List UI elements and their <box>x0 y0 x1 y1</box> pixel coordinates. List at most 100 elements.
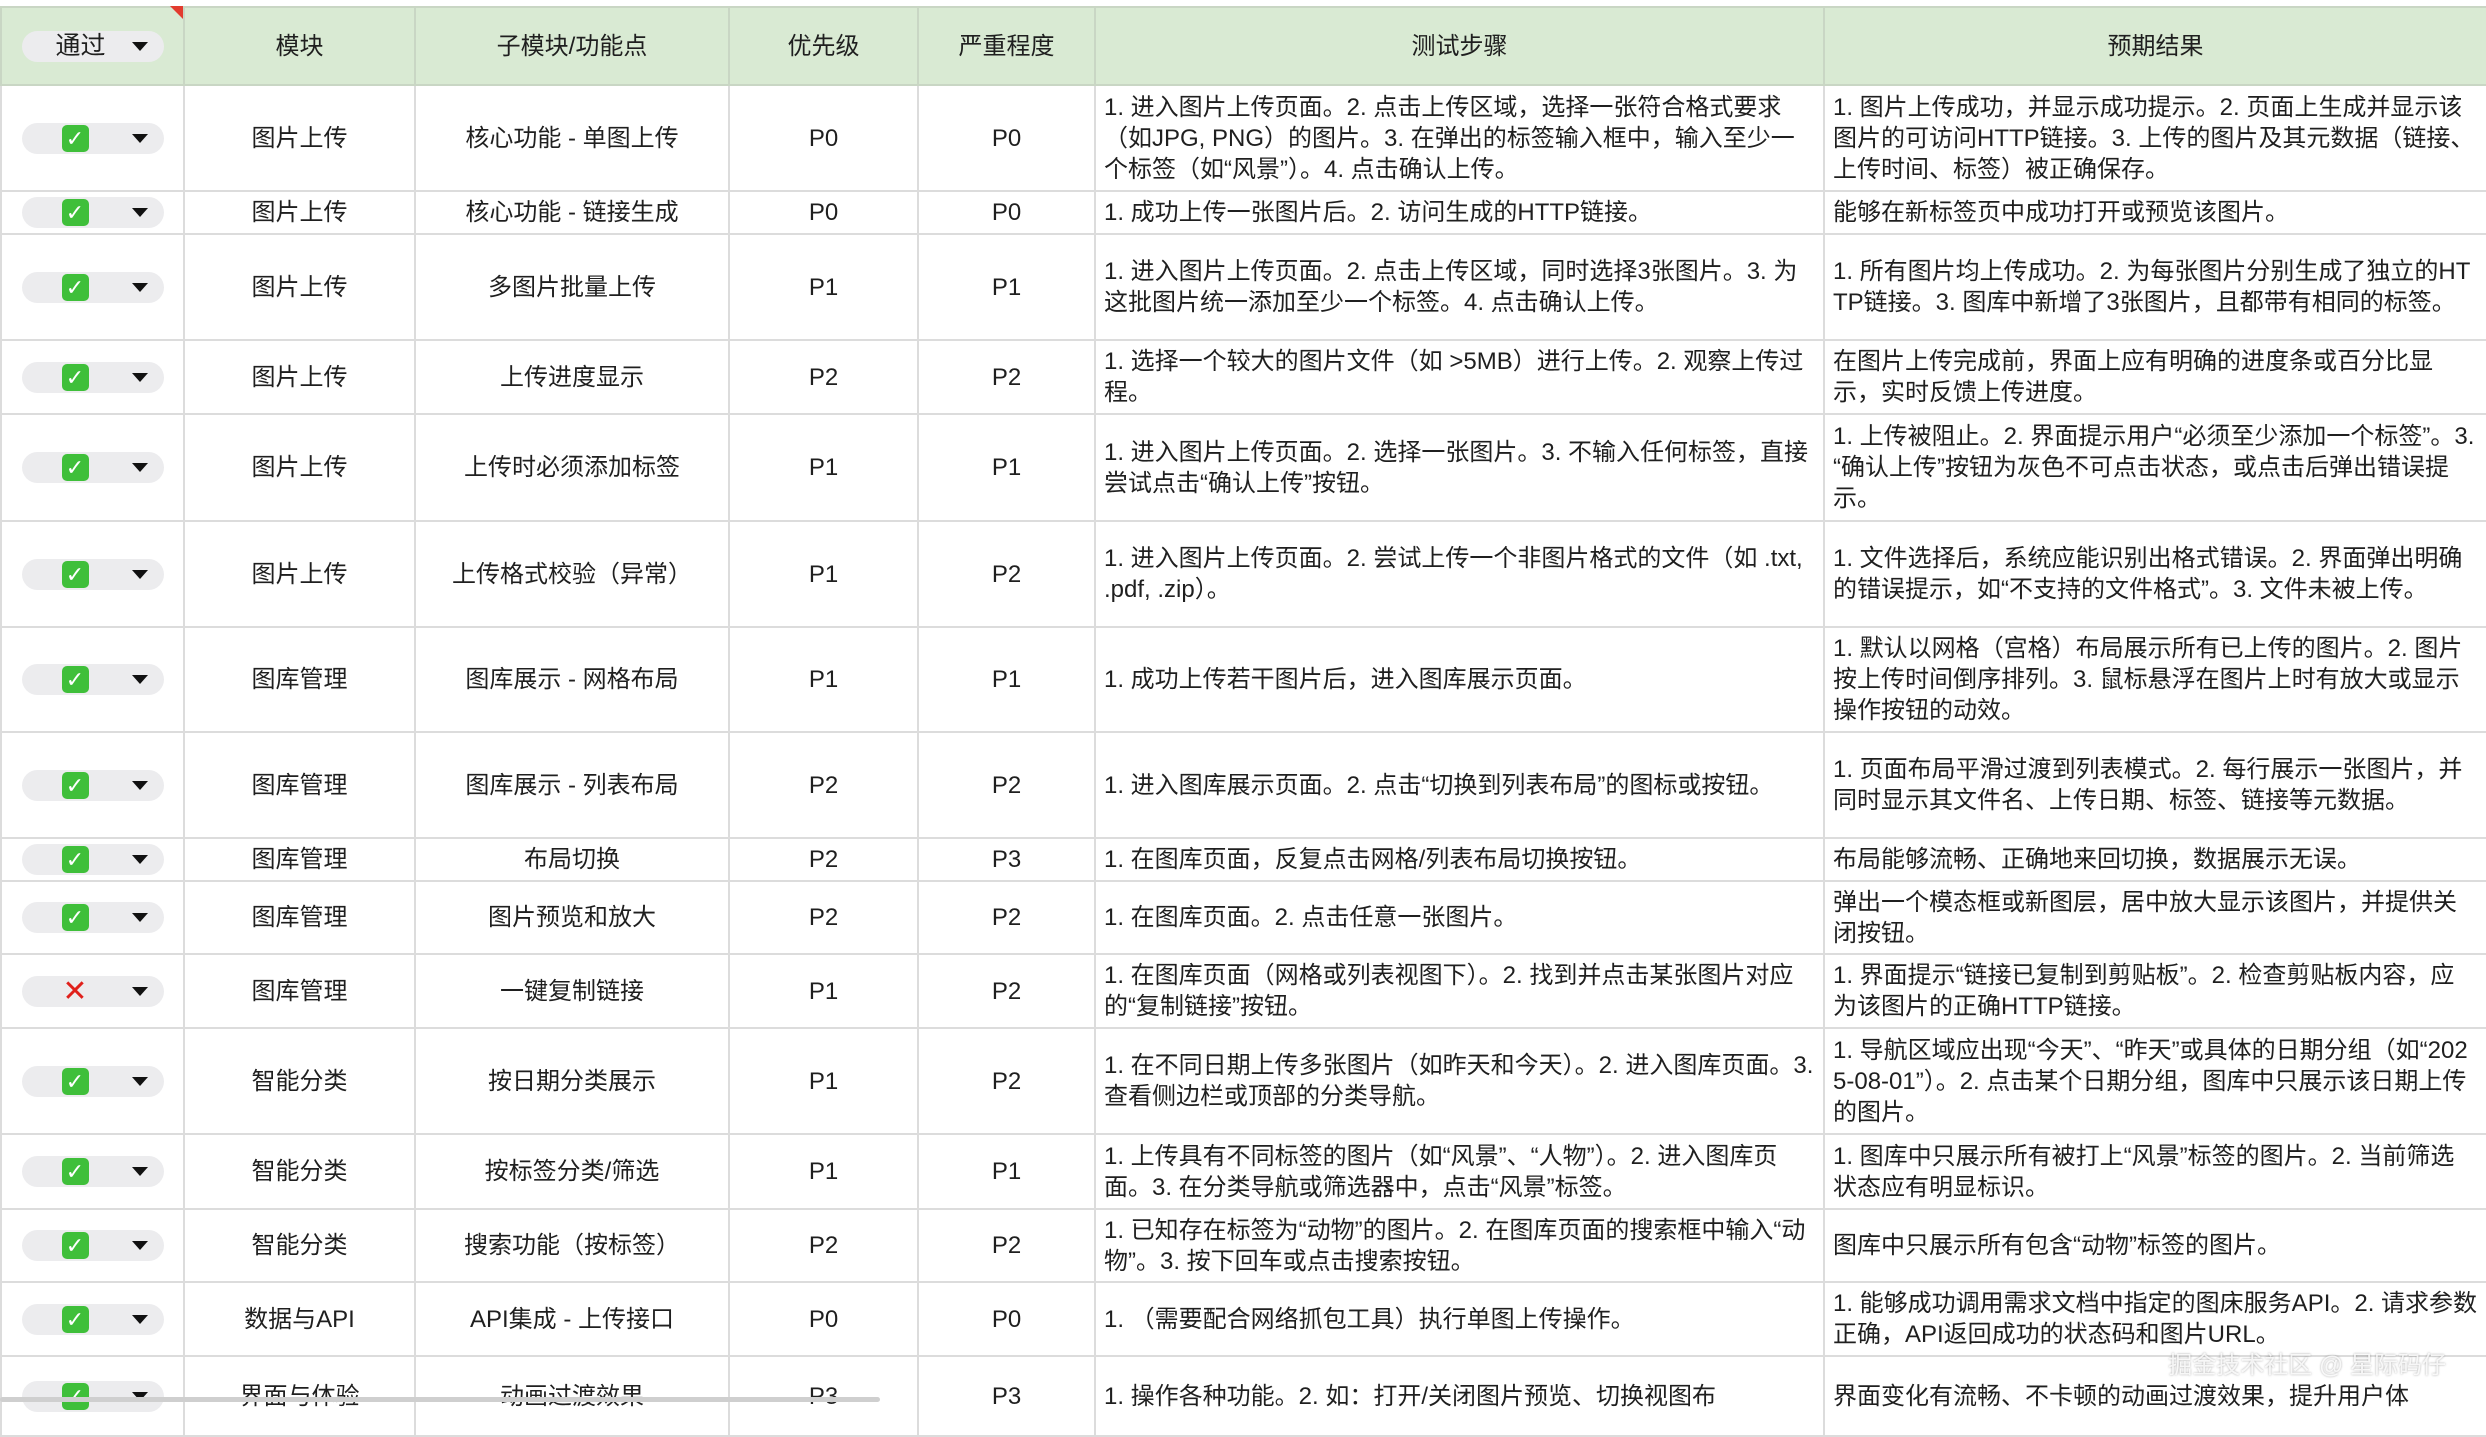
priority-cell[interactable]: P1 <box>728 1133 919 1210</box>
steps-cell[interactable]: 1. 上传具有不同标签的图片（如“风景”、“人物”）。2. 进入图库页面。3. … <box>1094 1133 1825 1210</box>
submodule-cell[interactable]: 图库展示 - 网格布局 <box>414 626 730 733</box>
status-dropdown[interactable]: ✓ <box>21 664 164 695</box>
submodule-cell[interactable]: 图片预览和放大 <box>414 880 730 955</box>
expected-cell[interactable]: 图库中只展示所有包含“动物”标签的图片。 <box>1823 1208 2486 1283</box>
module-cell[interactable]: 图片上传 <box>183 339 416 415</box>
priority-cell[interactable]: P1 <box>728 626 919 733</box>
status-dropdown[interactable]: ✓ <box>21 452 164 483</box>
priority-cell[interactable]: P0 <box>728 190 919 235</box>
expected-cell[interactable]: 弹出一个模态框或新图层，居中放大显示该图片，并提供关闭按钮。 <box>1823 880 2486 955</box>
module-cell[interactable]: 图片上传 <box>183 520 416 628</box>
status-cell[interactable]: ✓ <box>0 1281 185 1357</box>
caret-down-icon[interactable] <box>131 1167 148 1176</box>
steps-cell[interactable]: 1. 成功上传若干图片后，进入图库展示页面。 <box>1094 626 1825 733</box>
priority-cell[interactable]: P3 <box>728 1355 919 1437</box>
status-cell[interactable]: ✓ <box>0 1208 185 1283</box>
submodule-cell[interactable]: 图库展示 - 列表布局 <box>414 731 730 839</box>
steps-cell[interactable]: 1. 在图库页面（网格或列表视图下）。2. 找到并点击某张图片对应的“复制链接”… <box>1094 953 1825 1029</box>
caret-down-icon[interactable] <box>131 1241 148 1250</box>
status-dropdown[interactable]: ✓ <box>21 1230 164 1261</box>
priority-cell[interactable]: P2 <box>728 339 919 415</box>
steps-cell[interactable]: 1. 操作各种功能。2. 如：打开/关闭图片预览、切换视图布 <box>1094 1355 1825 1437</box>
status-dropdown[interactable]: ✕ <box>21 975 164 1007</box>
module-cell[interactable]: 图片上传 <box>183 233 416 341</box>
caret-down-icon[interactable] <box>131 569 148 579</box>
caret-down-icon[interactable] <box>131 855 148 864</box>
priority-cell[interactable]: P0 <box>728 84 919 192</box>
status-dropdown[interactable]: ✓ <box>21 122 164 154</box>
expected-cell[interactable]: 1. 所有图片均上传成功。2. 为每张图片分别生成了独立的HTTP链接。3. 图… <box>1823 233 2486 341</box>
status-cell[interactable]: ✓ <box>0 837 185 882</box>
expected-cell[interactable]: 1. 页面布局平滑过渡到列表模式。2. 每行展示一张图片，并同时显示其文件名、上… <box>1823 731 2486 839</box>
status-dropdown[interactable]: ✓ <box>21 1156 164 1187</box>
steps-cell[interactable]: 1. 进入图片上传页面。2. 点击上传区域，同时选择3张图片。3. 为这批图片统… <box>1094 233 1825 341</box>
priority-cell[interactable]: P2 <box>728 880 919 955</box>
severity-cell[interactable]: P3 <box>917 1355 1096 1437</box>
status-filter-header[interactable]: 通过 <box>0 6 185 86</box>
submodule-cell[interactable]: 搜索功能（按标签） <box>414 1208 730 1283</box>
status-cell[interactable]: ✓ <box>0 626 185 733</box>
expected-cell[interactable]: 1. 界面提示“链接已复制到剪贴板”。2. 检查剪贴板内容，应为该图片的正确HT… <box>1823 953 2486 1029</box>
status-cell[interactable]: ✓ <box>0 413 185 522</box>
status-dropdown[interactable]: ✓ <box>21 197 164 228</box>
severity-cell[interactable]: P2 <box>917 953 1096 1029</box>
submodule-cell[interactable]: 动画过渡效果 <box>414 1355 730 1437</box>
module-cell[interactable]: 图库管理 <box>183 731 416 839</box>
expected-cell[interactable]: 1. 文件选择后，系统应能识别出格式错误。2. 界面弹出明确的错误提示，如“不支… <box>1823 520 2486 628</box>
severity-cell[interactable]: P0 <box>917 1281 1096 1357</box>
status-dropdown[interactable]: ✓ <box>21 1380 164 1412</box>
severity-cell[interactable]: P1 <box>917 413 1096 522</box>
status-cell[interactable]: ✓ <box>0 233 185 341</box>
steps-cell[interactable]: 1. 在图库页面，反复点击网格/列表布局切换按钮。 <box>1094 837 1825 882</box>
steps-cell[interactable]: 1. 进入图片上传页面。2. 点击上传区域，选择一张符合格式要求（如JPG, P… <box>1094 84 1825 192</box>
severity-cell[interactable]: P0 <box>917 84 1096 192</box>
expected-cell[interactable]: 1. 图片上传成功，并显示成功提示。2. 页面上生成并显示该图片的可访问HTTP… <box>1823 84 2486 192</box>
status-dropdown[interactable]: ✓ <box>21 271 164 303</box>
module-cell[interactable]: 图库管理 <box>183 837 416 882</box>
expected-cell[interactable]: 布局能够流畅、正确地来回切换，数据展示无误。 <box>1823 837 2486 882</box>
priority-cell[interactable]: P2 <box>728 837 919 882</box>
submodule-cell[interactable]: 布局切换 <box>414 837 730 882</box>
caret-down-icon[interactable] <box>131 133 148 143</box>
severity-cell[interactable]: P2 <box>917 520 1096 628</box>
expected-cell[interactable]: 能够在新标签页中成功打开或预览该图片。 <box>1823 190 2486 235</box>
status-cell[interactable]: ✕ <box>0 953 185 1029</box>
priority-cell[interactable]: P1 <box>728 413 919 522</box>
expected-cell[interactable]: 1. 导航区域应出现“今天”、“昨天”或具体的日期分组（如“2025-08-01… <box>1823 1027 2486 1135</box>
severity-cell[interactable]: P2 <box>917 339 1096 415</box>
module-cell[interactable]: 智能分类 <box>183 1208 416 1283</box>
priority-cell[interactable]: P1 <box>728 520 919 628</box>
steps-cell[interactable]: 1. 已知存在标签为“动物”的图片。2. 在图库页面的搜索框中输入“动物”。3.… <box>1094 1208 1825 1283</box>
steps-cell[interactable]: 1. 成功上传一张图片后。2. 访问生成的HTTP链接。 <box>1094 190 1825 235</box>
module-cell[interactable]: 图库管理 <box>183 880 416 955</box>
column-header-expected[interactable]: 预期结果 <box>1823 6 2486 86</box>
module-cell[interactable]: 图片上传 <box>183 190 416 235</box>
comment-indicator[interactable] <box>170 6 183 19</box>
caret-down-icon[interactable] <box>131 41 148 51</box>
priority-cell[interactable]: P1 <box>728 233 919 341</box>
status-cell[interactable]: ✓ <box>0 1355 185 1437</box>
priority-cell[interactable]: P2 <box>728 731 919 839</box>
status-dropdown[interactable]: ✓ <box>21 558 164 590</box>
module-cell[interactable]: 数据与API <box>183 1281 416 1357</box>
severity-cell[interactable]: P2 <box>917 880 1096 955</box>
module-cell[interactable]: 智能分类 <box>183 1133 416 1210</box>
module-cell[interactable]: 图片上传 <box>183 413 416 522</box>
priority-cell[interactable]: P0 <box>728 1281 919 1357</box>
priority-cell[interactable]: P2 <box>728 1208 919 1283</box>
module-cell[interactable]: 界面与体验 <box>183 1355 416 1437</box>
caret-down-icon[interactable] <box>131 1391 148 1401</box>
caret-down-icon[interactable] <box>131 780 148 790</box>
column-header-severity[interactable]: 严重程度 <box>917 6 1096 86</box>
status-cell[interactable]: ✓ <box>0 520 185 628</box>
caret-down-icon[interactable] <box>131 372 148 382</box>
severity-cell[interactable]: P1 <box>917 233 1096 341</box>
severity-cell[interactable]: P2 <box>917 731 1096 839</box>
severity-cell[interactable]: P0 <box>917 190 1096 235</box>
column-header-priority[interactable]: 优先级 <box>728 6 919 86</box>
severity-cell[interactable]: P2 <box>917 1208 1096 1283</box>
status-dropdown[interactable]: ✓ <box>21 769 164 801</box>
column-header-module[interactable]: 模块 <box>183 6 416 86</box>
submodule-cell[interactable]: 上传时必须添加标签 <box>414 413 730 522</box>
caret-down-icon[interactable] <box>131 1314 148 1324</box>
